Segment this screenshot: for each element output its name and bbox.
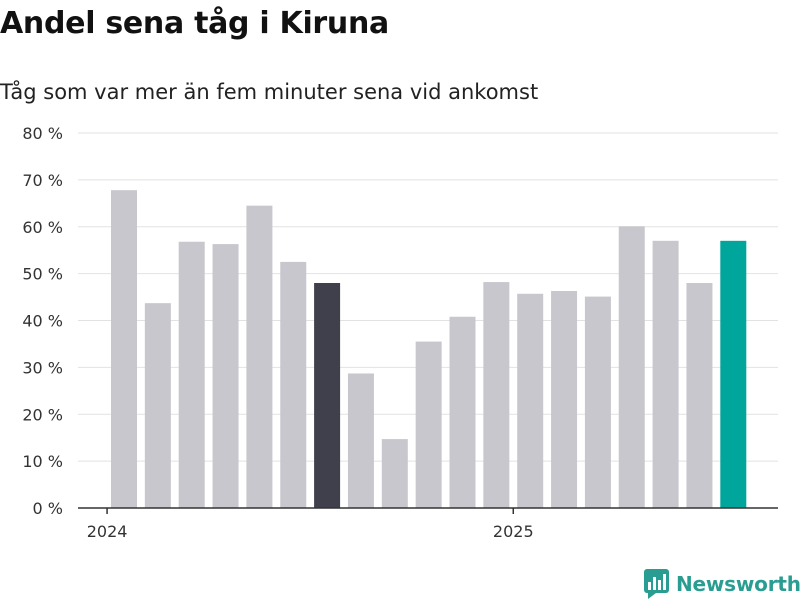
bar-2024-08 — [347, 373, 374, 508]
y-tick-label: 20 % — [22, 405, 63, 424]
chart-subtitle: Tåg som var mer än fem minuter sena vid … — [0, 80, 539, 104]
bar-2024-10 — [415, 341, 442, 508]
y-tick-label: 30 % — [22, 358, 63, 377]
y-tick-label: 40 % — [22, 312, 63, 331]
y-axis-ticks: 0 % 10 % 20 % 30 % 40 % 50 % 60 % 70 % 80 % — [22, 124, 63, 518]
newsworthy-logo: Newsworthy — [644, 568, 800, 600]
bar-2024-09 — [381, 439, 408, 508]
y-tick-label: 10 % — [22, 452, 63, 471]
bar-2025-07 — [720, 240, 747, 508]
y-tick-label: 80 % — [22, 124, 63, 143]
y-tick-label: 70 % — [22, 171, 63, 190]
bar-2025-03 — [584, 296, 611, 508]
bar-2024-11 — [449, 316, 476, 508]
y-tick-label: 50 % — [22, 265, 63, 284]
bar-2024-12 — [483, 282, 510, 508]
bars — [111, 190, 747, 508]
bar-chart-logo-icon — [644, 569, 669, 599]
y-tick-label: 0 % — [33, 499, 63, 518]
chart-title: Andel sena tåg i Kiruna — [0, 6, 389, 41]
bar-2024-01 — [111, 190, 137, 508]
bar-2025-01 — [517, 293, 544, 508]
bar-2025-05 — [652, 240, 679, 508]
x-tick-label: 2025 — [493, 522, 534, 541]
x-axis: 2024 2025 — [78, 507, 778, 541]
y-tick-label: 60 % — [22, 218, 63, 237]
bar-2025-02 — [551, 290, 578, 508]
logo-text: Newsworthy — [676, 572, 800, 596]
bar-2025-04 — [618, 226, 645, 508]
bar-2024-03 — [178, 241, 205, 508]
bar-2024-05 — [246, 205, 273, 508]
bar-2024-06 — [280, 261, 307, 508]
bar-2024-04 — [212, 244, 239, 508]
x-tick-label: 2024 — [87, 522, 128, 541]
bar-2024-02 — [144, 303, 171, 508]
bar-2025-06 — [686, 283, 713, 508]
bar-2024-07 — [314, 283, 341, 508]
